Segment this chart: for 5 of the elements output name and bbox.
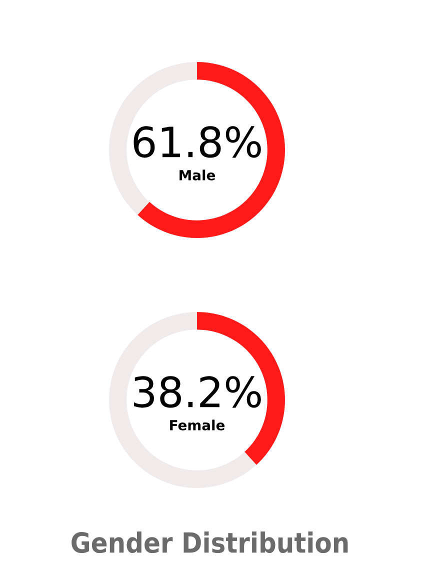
data-label: 61.8% bbox=[134, 126, 261, 158]
text: Gender Distribution bbox=[72, 532, 348, 554]
slice-label: Male bbox=[180, 170, 216, 180]
slice-label: Female bbox=[170, 420, 225, 430]
data-label: 38.2% bbox=[134, 376, 261, 408]
